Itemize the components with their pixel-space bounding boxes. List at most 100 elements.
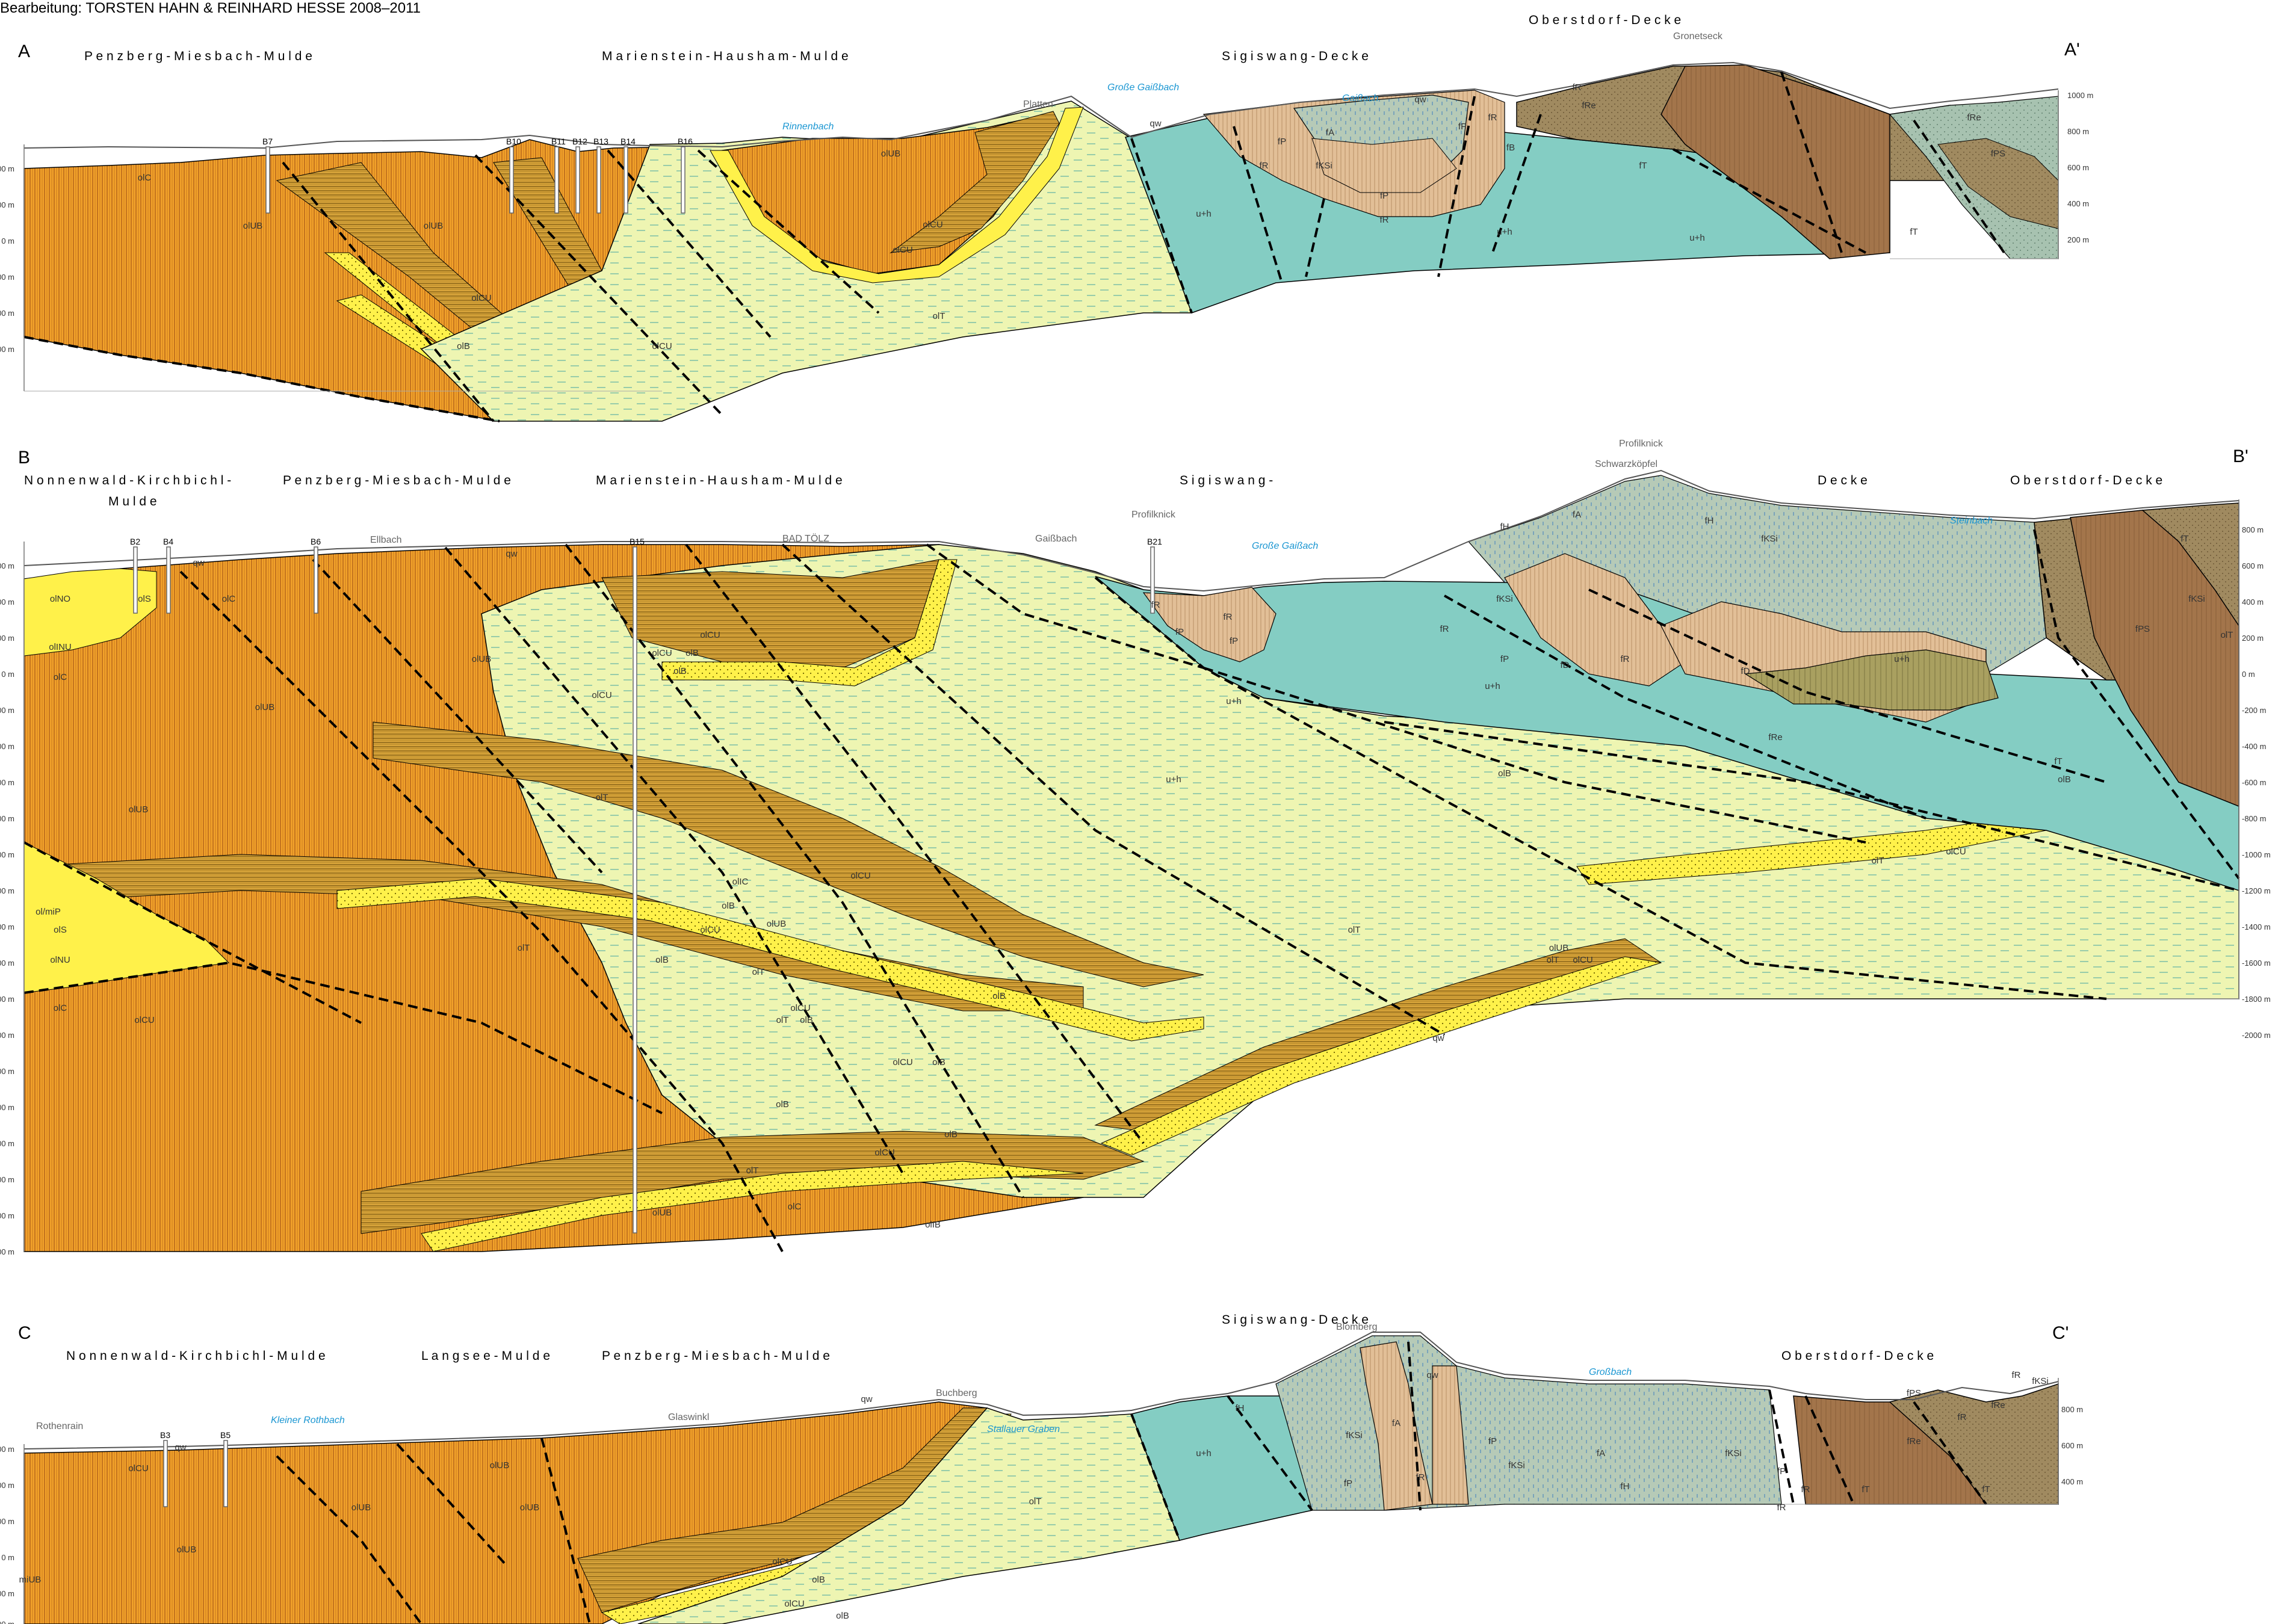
section-B-right-scale-tick: -400 m bbox=[2242, 742, 2266, 751]
section-B-unit-title: S i g i s w a n g - bbox=[1180, 474, 1273, 487]
section-B-right-scale-tick: -1200 m bbox=[2242, 886, 2271, 895]
borehole-shaft bbox=[596, 146, 601, 214]
section-C-river-label: Kleiner Rothbach bbox=[271, 1415, 345, 1425]
section-A-river-label: Gaißach bbox=[1342, 93, 1379, 103]
section-A-borehole-label: B16 bbox=[678, 137, 693, 146]
section-B-unit-label: fA bbox=[1573, 510, 1581, 520]
section-B-left-scale-tick: -2200 m bbox=[0, 1067, 14, 1076]
section-A bbox=[23, 61, 2059, 422]
section-A-unit-label: fR bbox=[1488, 113, 1497, 123]
section-A-borehole-label: B7 bbox=[262, 137, 273, 146]
section-C-unit-label: olT bbox=[1029, 1496, 1042, 1507]
section-B-unit-label: olCU bbox=[700, 630, 720, 640]
section-B-unit-label: fR bbox=[1440, 624, 1449, 634]
borehole-shaft bbox=[1150, 546, 1155, 614]
section-B-unit-label: fPS bbox=[2135, 624, 2150, 634]
borehole-shaft bbox=[633, 546, 637, 1233]
section-C-left-scale-tick: 200 m bbox=[0, 1517, 14, 1526]
section-B-unit-label: olT bbox=[752, 967, 765, 977]
section-B-unit-label: u+h bbox=[1485, 681, 1500, 691]
section-C-unit-label: fP bbox=[1488, 1436, 1497, 1446]
section-C-unit-label: olUB bbox=[520, 1502, 540, 1513]
section-A-unit-label: olUB bbox=[881, 149, 901, 159]
section-B-left-scale-tick: -2600 m bbox=[0, 1139, 14, 1148]
section-B-river-label: Große Gaißach bbox=[1252, 541, 1318, 551]
borehole-shaft bbox=[265, 146, 270, 214]
section-C-unit-label: fKSi bbox=[1725, 1448, 1742, 1459]
section-B-unit-label: olUB bbox=[652, 1208, 672, 1218]
section-A-place-label: Platten bbox=[1023, 99, 1053, 110]
section-B-right-scale-tick: 200 m bbox=[2242, 634, 2264, 643]
section-B-borehole-label: B2 bbox=[130, 537, 140, 546]
section-B-unit-label: u+h bbox=[1226, 696, 1241, 706]
section-C-unit-label: olCU bbox=[784, 1599, 804, 1609]
section-A-unit-label: qw bbox=[1414, 94, 1426, 105]
section-C-unit-label: olCU bbox=[128, 1463, 148, 1474]
section-C-right-scale-tick: 400 m bbox=[2061, 1477, 2083, 1486]
section-B-unit-label: olT bbox=[1348, 925, 1361, 935]
section-C-unit-label: fR bbox=[2012, 1370, 2021, 1380]
section-A-unit-label: qw bbox=[1150, 119, 1161, 129]
section-B-unit-label: fR bbox=[1621, 654, 1630, 664]
C-fP-band-2 bbox=[1432, 1365, 1469, 1505]
B-olCU-band-upper bbox=[373, 721, 1204, 987]
section-B-borehole-label: B6 bbox=[311, 537, 321, 546]
section-B-right-scale-tick: 400 m bbox=[2242, 597, 2264, 607]
section-C-left-scale-tick: 0 m bbox=[1, 1553, 14, 1562]
B-olB-band-4 bbox=[421, 1161, 1084, 1252]
A-fT bbox=[1660, 64, 1890, 259]
borehole-shaft bbox=[166, 546, 171, 614]
section-B-unit-label: olT bbox=[746, 1166, 759, 1176]
section-B-left-scale-tick: -1800 m bbox=[0, 995, 14, 1004]
section-C-right-scale-tick: 600 m bbox=[2061, 1441, 2083, 1450]
section-B-unit-label: olB bbox=[686, 648, 699, 658]
section-B-left-scale-tick: 400 m bbox=[0, 597, 14, 607]
section-A-unit-title: P e n z b e r g - M i e s b a c h - M u … bbox=[84, 49, 312, 63]
section-B-unit-label: olUB bbox=[255, 702, 275, 712]
section-A-borehole-label: B14 bbox=[621, 137, 636, 146]
section-B-left-scale-tick: -2000 m bbox=[0, 1031, 14, 1040]
section-B-unit-label: fH bbox=[1705, 516, 1714, 526]
section-C-unit-label: fH bbox=[1621, 1481, 1630, 1492]
section-B-unit-label: olC bbox=[54, 672, 67, 682]
section-B-place-label: Profilknick bbox=[1619, 439, 1663, 449]
section-A-unit-label: u+h bbox=[1689, 233, 1704, 243]
section-B-unit-label: olT bbox=[776, 1015, 789, 1025]
section-B-left-scale-tick: -2400 m bbox=[0, 1103, 14, 1112]
section-C-unit-label: qw bbox=[1426, 1370, 1438, 1380]
section-B-right-scale-tick: -200 m bbox=[2242, 706, 2266, 715]
section-C-place-label: Buchberg bbox=[936, 1388, 977, 1398]
C-faults bbox=[276, 1341, 1987, 1624]
section-C-unit-title: O b e r s t d o r f - D e c k e bbox=[1781, 1349, 1934, 1363]
B-olB-top-wedge bbox=[661, 559, 958, 687]
section-A-borehole-label: B11 bbox=[551, 137, 566, 146]
A-topography bbox=[23, 61, 2059, 149]
section-A-unit-label: fR bbox=[1260, 161, 1269, 171]
section-A-left-scale-tick: -400 m bbox=[0, 309, 14, 318]
section-C-place-label: Blomberg bbox=[1336, 1322, 1377, 1332]
section-C-unit-label: olUB bbox=[177, 1545, 197, 1555]
section-C-unit-label: olB bbox=[836, 1611, 849, 1621]
section-B-unit-title: M u l d e bbox=[108, 495, 157, 508]
section-B-unit-label: olT bbox=[1872, 856, 1884, 866]
section-B-right-scale-tick: -2000 m bbox=[2242, 1031, 2271, 1040]
section-C-unit-label: fT bbox=[1982, 1484, 1990, 1495]
borehole-shaft bbox=[314, 546, 318, 614]
section-A-unit-label: fKSi bbox=[1316, 161, 1332, 171]
borehole-shaft bbox=[163, 1440, 168, 1507]
section-B-unit-label: olC bbox=[788, 1202, 802, 1212]
section-B-unit-label: fKSi bbox=[1761, 534, 1778, 544]
section-C-unit-label: fKSi bbox=[2032, 1376, 2049, 1386]
section-A-left-scale-tick: -200 m bbox=[0, 273, 14, 282]
section-A-unit-label: fPS bbox=[1991, 149, 2005, 159]
section-B-unit-label: olS bbox=[138, 594, 151, 604]
section-A-place-label: Gronetseck bbox=[1673, 31, 1723, 42]
section-B-unit-label: olCU bbox=[874, 1147, 894, 1158]
A-mulde-olCU bbox=[890, 111, 1060, 253]
section-B-place-label: Schwarzköpfel bbox=[1595, 459, 1657, 469]
section-C-end-label: C' bbox=[2052, 1323, 2069, 1343]
section-B-right-scale-tick: -1000 m bbox=[2242, 850, 2271, 859]
section-B-unit-title: M a r i e n s t e i n - H a u s h a m - … bbox=[596, 474, 843, 487]
